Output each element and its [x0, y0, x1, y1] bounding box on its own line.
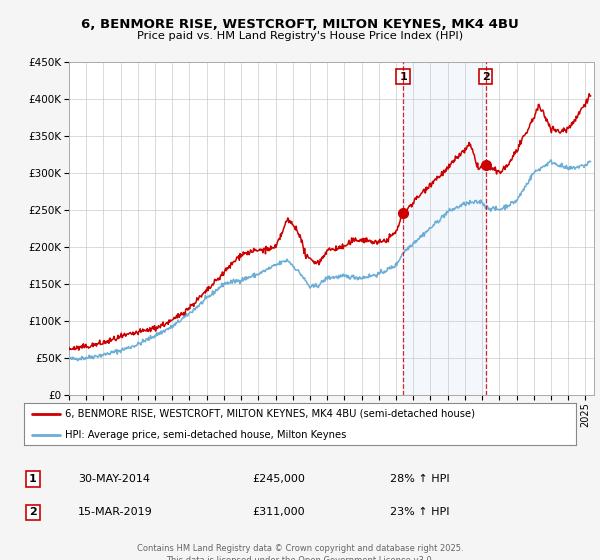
- Text: Contains HM Land Registry data © Crown copyright and database right 2025.
This d: Contains HM Land Registry data © Crown c…: [137, 544, 463, 560]
- Text: 1: 1: [399, 72, 407, 82]
- Text: 6, BENMORE RISE, WESTCROFT, MILTON KEYNES, MK4 4BU (semi-detached house): 6, BENMORE RISE, WESTCROFT, MILTON KEYNE…: [65, 409, 475, 419]
- Text: 1: 1: [29, 474, 37, 484]
- Text: 23% ↑ HPI: 23% ↑ HPI: [390, 507, 449, 517]
- Text: HPI: Average price, semi-detached house, Milton Keynes: HPI: Average price, semi-detached house,…: [65, 430, 347, 440]
- Text: £245,000: £245,000: [252, 474, 305, 484]
- Text: 30-MAY-2014: 30-MAY-2014: [78, 474, 150, 484]
- Text: 2: 2: [29, 507, 37, 517]
- Text: 2: 2: [482, 72, 490, 82]
- Text: 15-MAR-2019: 15-MAR-2019: [78, 507, 153, 517]
- Text: £311,000: £311,000: [252, 507, 305, 517]
- Bar: [403, 62, 486, 395]
- Text: 6, BENMORE RISE, WESTCROFT, MILTON KEYNES, MK4 4BU: 6, BENMORE RISE, WESTCROFT, MILTON KEYNE…: [81, 18, 519, 31]
- Text: Price paid vs. HM Land Registry's House Price Index (HPI): Price paid vs. HM Land Registry's House …: [137, 31, 463, 41]
- Text: 28% ↑ HPI: 28% ↑ HPI: [390, 474, 449, 484]
